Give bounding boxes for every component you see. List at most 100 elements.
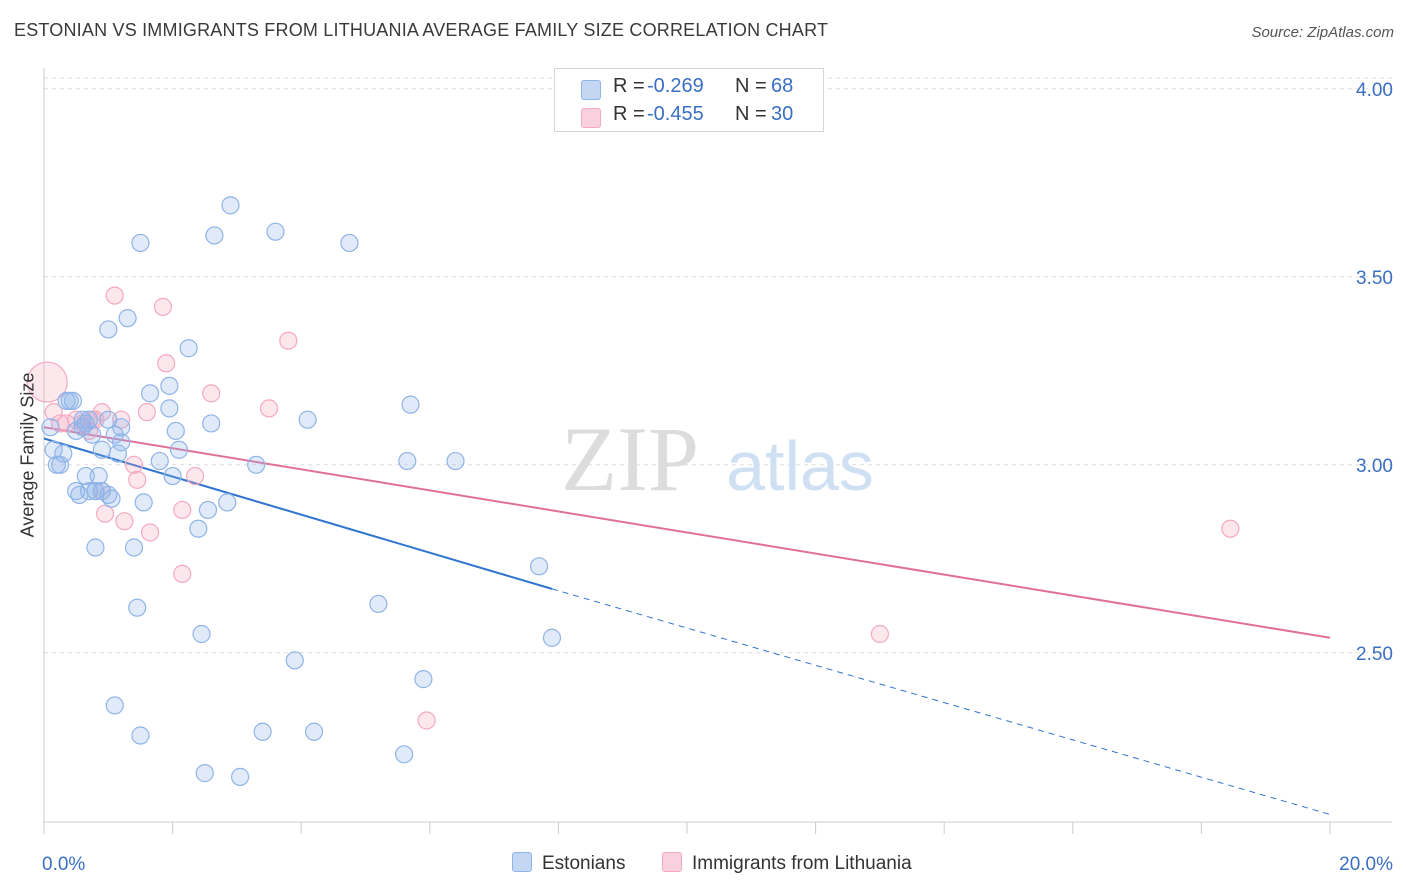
data-point-estonians [41,418,60,437]
y-tick-label: 2.50 [1356,644,1393,665]
data-point-estonians [131,726,150,745]
data-point-estonians [218,493,237,512]
data-point-estonians [50,455,70,474]
data-point-lithuania [157,354,176,373]
n-value: 68 [771,75,794,97]
data-point-estonians [401,395,420,414]
data-point-estonians [414,670,433,689]
data-point-lithuania [95,504,115,523]
data-point-lithuania [137,403,156,422]
legend-label-estonians: Estonians [542,853,626,874]
data-point-estonians [221,196,240,215]
data-point-lithuania [153,297,173,316]
trendline-estonians-extension [551,588,1331,815]
data-point-estonians [150,451,169,471]
data-point-lithuania [112,410,131,429]
data-point-estonians [160,399,179,418]
data-point-estonians [198,500,218,520]
x-tick-label: 20.0% [1339,854,1393,875]
data-point-estonians [79,410,99,429]
data-point-estonians [179,339,198,358]
data-point-estonians [189,519,208,538]
data-point-estonians [169,440,189,459]
data-point-lithuania [44,403,63,422]
source-label: Source: ZipAtlas.com [1251,24,1394,41]
data-point-estonians [105,696,124,715]
data-point-estonians [160,376,179,395]
data-point-estonians [79,482,99,501]
data-point-estonians [398,451,417,471]
watermark: ZIP atlas [561,408,874,510]
legend-label-lithuania: Immigrants from Lithuania [692,853,912,874]
y-axis-label: Average Family Size [17,372,38,538]
data-point-lithuania [115,512,134,531]
data-point-estonians [192,624,211,644]
data-point-estonians [105,425,124,444]
data-point-lithuania [259,399,279,418]
axes [43,68,1392,834]
data-point-estonians [131,233,150,253]
data-point-estonians [140,384,160,403]
watermark-zip: ZIP [561,408,699,510]
data-point-estonians [195,764,214,783]
data-point-estonians [530,557,549,576]
data-point-lithuania [128,470,147,489]
grid-lines [44,77,1392,654]
data-point-estonians [63,391,83,410]
n-label: N = [735,75,767,97]
legend-row-lithuania: R = -0.455 N = 30 [555,101,823,131]
data-point-estonians [112,433,131,452]
data-point-estonians [86,538,105,557]
data-point-estonians [266,222,285,241]
trendline-estonians [43,437,553,590]
chart-title: ESTONIAN VS IMMIGRANTS FROM LITHUANIA AV… [14,20,829,40]
data-point-lithuania [26,361,68,403]
r-value: -0.269 [647,75,704,97]
data-point-estonians [253,722,272,741]
data-point-estonians [369,594,388,614]
y-tick-label: 3.00 [1356,456,1393,477]
data-point-estonians [54,444,73,463]
data-point-estonians [202,414,221,433]
correlation-legend: R = -0.269 N = 68 R = -0.455 N = 30 [554,68,824,132]
series-estonians [41,196,562,786]
tick-labels: 2.50 3.00 3.50 4.00 0.0% 20.0% [42,80,1393,875]
trendlines [43,426,1331,815]
data-point-estonians [83,425,102,444]
legend-item-lithuania: Immigrants from Lithuania [662,852,912,875]
r-label: R = [613,103,645,125]
data-point-estonians [247,455,266,474]
data-point-estonians [304,722,324,741]
data-point-estonians [134,493,153,512]
data-point-estonians [205,226,224,245]
series-lithuania [26,286,1240,730]
data-point-estonians [231,767,250,786]
data-point-lithuania [124,455,144,474]
data-point-lithuania [417,711,436,730]
data-point-lithuania [173,500,192,520]
data-point-estonians [542,628,562,647]
data-point-estonians [99,320,118,339]
n-label: N = [735,103,767,125]
data-point-lithuania [186,466,205,486]
trendline-lithuania [43,426,1331,639]
data-point-estonians [298,410,317,429]
data-point-estonians [102,489,121,508]
data-point-estonians [89,466,108,486]
estonians-swatch [581,80,601,100]
data-point-estonians [285,651,304,670]
estonians-legend-swatch [512,852,532,872]
data-point-estonians [44,440,63,459]
y-tick-label: 3.50 [1356,268,1393,289]
data-point-lithuania [173,564,192,583]
data-point-estonians [128,598,147,617]
x-tick-label: 0.0% [42,854,85,875]
data-point-lithuania [870,624,890,644]
data-point-estonians [124,538,144,557]
legend-row-estonians: R = -0.269 N = 68 [555,73,823,103]
watermark-atlas: atlas [726,427,874,505]
data-point-estonians [394,745,414,764]
r-label: R = [613,75,645,97]
data-point-estonians [446,451,465,471]
